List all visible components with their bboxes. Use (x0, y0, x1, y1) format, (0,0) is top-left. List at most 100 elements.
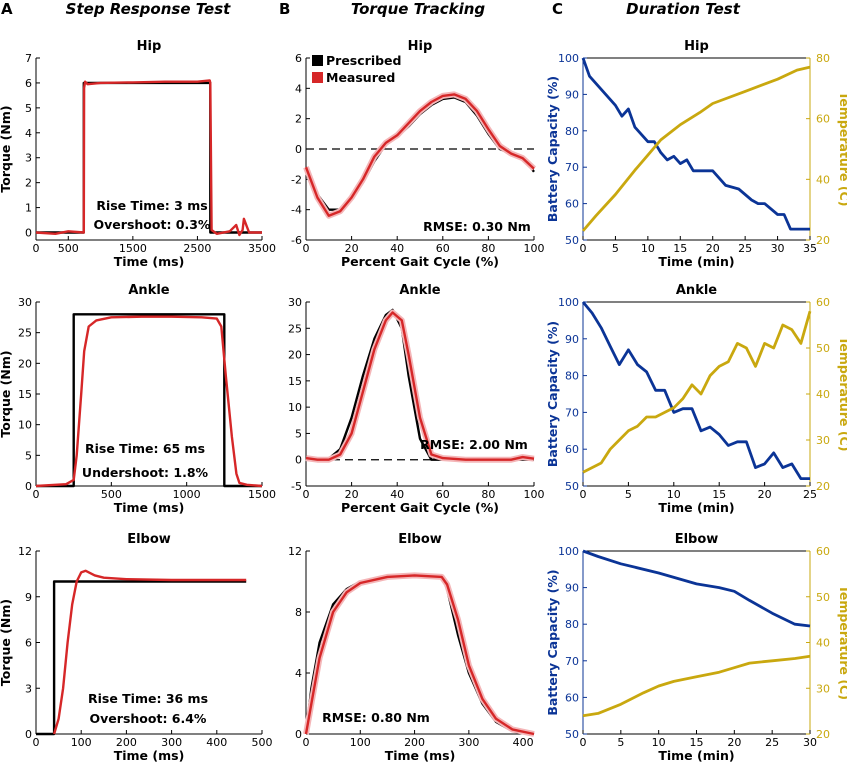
step-elbow-xtick-label: 300 (161, 736, 182, 749)
track-hip-xtick-label: 100 (524, 242, 545, 255)
dur-elbow-y2tick-label: 20 (816, 728, 830, 741)
step-elbow-annotation: Overshoot: 6.4% (90, 711, 207, 726)
dur-elbow-xtick-label: 25 (765, 736, 779, 749)
track-elbow-annotation: RMSE: 0.80 Nm (322, 710, 430, 725)
track-ankle-ytick-label: 20 (288, 349, 302, 362)
dur-elbow-xtick-label: 10 (652, 736, 666, 749)
track-elbow-title: Elbow (398, 532, 442, 547)
dur-hip-ylabel: Battery Capacity (%) (545, 76, 560, 222)
dur-ankle-xtick-label: 0 (580, 488, 587, 501)
dur-hip-xlabel: Time (min) (658, 254, 734, 269)
track-elbow-xtick-label: 0 (303, 736, 310, 749)
step-elbow-xtick-label: 0 (33, 736, 40, 749)
step-elbow-series-prescribed (36, 580, 247, 736)
dur-ankle-y2tick-label: 30 (816, 434, 830, 447)
dur-elbow-ytick-label: 100 (558, 545, 579, 558)
step-ankle-ytick-label: 10 (18, 419, 32, 432)
step-hip-title: Hip (137, 39, 162, 54)
track-ankle-xtick-label: 40 (390, 488, 404, 501)
step-ankle-ytick-label: 5 (25, 449, 32, 462)
step-elbow-ytick-label: 0 (25, 728, 32, 741)
track-elbow-xtick-label: 100 (350, 736, 371, 749)
dur-hip-ytick-label: 60 (565, 198, 579, 211)
step-hip-ytick-label: 0 (25, 227, 32, 240)
track-ankle-ytick-label: 30 (288, 296, 302, 309)
track-ankle-xlabel: Percent Gait Cycle (%) (341, 500, 499, 515)
column-title-2: Torque Tracking (351, 0, 486, 18)
step-hip-xtick-label: 3500 (248, 242, 276, 255)
dur-elbow-ylabel: Battery Capacity (%) (545, 569, 560, 715)
track-hip-xtick-label: 60 (436, 242, 450, 255)
dur-elbow-xtick-label: 5 (617, 736, 624, 749)
step-hip-ylabel: Torque (Nm) (0, 105, 13, 192)
track-elbow-xlabel: Time (ms) (385, 748, 456, 762)
dur-hip-xtick-label: 25 (738, 242, 752, 255)
step-ankle-ytick-label: 20 (18, 357, 32, 370)
step-ankle-xtick-label: 0 (33, 488, 40, 501)
dur-ankle-xtick-label: 25 (803, 488, 817, 501)
track-elbow-ytick-label: 8 (295, 606, 302, 619)
track-hip-annotation: RMSE: 0.30 Nm (423, 219, 531, 234)
dur-elbow-xtick-label: 0 (580, 736, 587, 749)
step-elbow-ytick-label: 6 (25, 637, 32, 650)
step-hip-series-measured (35, 79, 262, 237)
track-elbow-ytick-label: 0 (295, 728, 302, 741)
track-ankle-ytick-label: -5 (291, 480, 302, 493)
step-hip-ytick-label: 2 (25, 177, 32, 190)
track-hip-title: Hip (408, 39, 433, 54)
track-hip-legend-swatch (312, 55, 323, 66)
dur-elbow-xtick-label: 30 (803, 736, 817, 749)
dur-elbow-y2label: Temperature (C) (837, 585, 847, 700)
track-ankle-title: Ankle (399, 283, 440, 298)
step-hip-ytick-label: 3 (25, 152, 32, 165)
track-hip-legend-swatch (312, 72, 323, 83)
step-hip-xtick-label: 1500 (119, 242, 147, 255)
dur-hip-ytick-label: 100 (558, 52, 579, 65)
step-elbow-xtick-label: 100 (71, 736, 92, 749)
dur-elbow-ytick-label: 90 (565, 582, 579, 595)
panel-label-c: C (552, 0, 563, 18)
column-title-1: Step Response Test (66, 0, 231, 18)
step-ankle-xtick-label: 1500 (248, 488, 276, 501)
step-ankle-xtick-label: 500 (101, 488, 122, 501)
track-ankle-ytick-label: 0 (295, 454, 302, 467)
dur-ankle-y2label: Temperature (C) (837, 337, 847, 452)
track-hip-legend-label: Measured (326, 70, 395, 85)
step-ankle-annotation: Rise Time: 65 ms (85, 441, 205, 456)
step-ankle-ylabel: Torque (Nm) (0, 350, 13, 437)
step-hip-annotation: Overshoot: 0.3% (94, 217, 211, 232)
dur-elbow-ytick-label: 60 (565, 691, 579, 704)
track-ankle-annotation: RMSE: 2.00 Nm (420, 437, 528, 452)
track-hip-xlabel: Percent Gait Cycle (%) (341, 254, 499, 269)
step-elbow-xtick-label: 400 (206, 736, 227, 749)
dur-ankle-y2tick-label: 40 (816, 388, 830, 401)
chart-step-ankle: Ankle 0 500 1000 1500 0 5 10 15 20 25 30 Time (ms) To… (0, 283, 276, 515)
step-hip-ytick-label: 4 (25, 127, 32, 140)
track-hip-ytick-label: -2 (291, 173, 302, 186)
step-hip-ytick-label: 7 (25, 52, 32, 65)
chart-track-hip: Hip 0 20 40 60 80 100 -6 -4 -2 0 2 4 6 Percent Gait Cy… (291, 39, 544, 269)
dur-elbow-xtick-label: 15 (690, 736, 704, 749)
track-ankle-xtick-label: 20 (345, 488, 359, 501)
dur-ankle-xtick-label: 10 (667, 488, 681, 501)
dur-ankle-ytick-label: 80 (565, 370, 579, 383)
dur-elbow-xlabel: Time (min) (658, 748, 734, 762)
dur-elbow-ytick-label: 50 (565, 728, 579, 741)
dur-hip-y2tick-label: 40 (816, 173, 830, 186)
step-hip-annotation: Rise Time: 3 ms (96, 198, 207, 213)
track-hip-xtick-label: 40 (390, 242, 404, 255)
dur-hip-xtick-label: 0 (580, 242, 587, 255)
track-hip-xtick-label: 0 (303, 242, 310, 255)
dur-hip-y2tick-label: 20 (816, 234, 830, 247)
track-hip-xtick-label: 20 (345, 242, 359, 255)
track-hip-xtick-label: 80 (481, 242, 495, 255)
column-title-3: Duration Test (626, 0, 741, 18)
track-elbow-series-measured (304, 574, 535, 736)
dur-ankle-xtick-label: 20 (758, 488, 772, 501)
track-elbow-ytick-label: 12 (288, 545, 302, 558)
dur-ankle-ytick-label: 90 (565, 333, 579, 346)
track-elbow-xtick-label: 300 (458, 736, 479, 749)
